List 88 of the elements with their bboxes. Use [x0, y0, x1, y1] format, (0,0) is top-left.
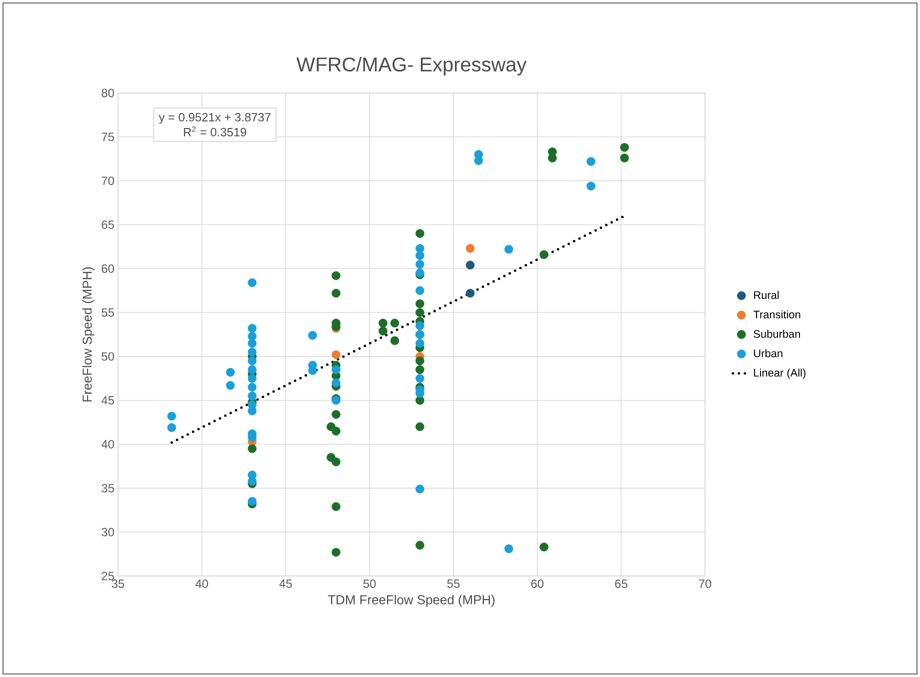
y-tick-label: 75: [102, 132, 114, 142]
point: [415, 338, 424, 348]
point: [415, 356, 424, 366]
point: [248, 444, 257, 454]
legend-label: Urban: [754, 349, 782, 358]
legend-label: Transition: [753, 310, 800, 318]
point: [620, 143, 629, 152]
point: [390, 318, 400, 328]
point: [326, 422, 336, 432]
point: [586, 157, 596, 166]
point: [415, 260, 424, 269]
point: [308, 330, 317, 340]
y-tick-label: 40: [101, 440, 114, 448]
point: [332, 271, 340, 280]
legend-label: Suburban: [754, 330, 800, 338]
y-tick-label: 50: [102, 352, 114, 361]
point: [248, 374, 257, 383]
point: [332, 288, 340, 298]
point: [248, 365, 257, 374]
point: [415, 299, 424, 308]
point: [332, 548, 340, 557]
point: [415, 286, 424, 295]
point: [540, 250, 548, 259]
point: [167, 423, 176, 432]
x-tick-label: 70: [698, 580, 712, 588]
x-tick-label: 60: [531, 580, 544, 588]
point: [248, 348, 257, 356]
point: [415, 251, 424, 260]
legend-label: Rural: [754, 290, 779, 299]
y-tick-label: 65: [102, 220, 114, 229]
x-tick-label: 40: [196, 580, 208, 588]
point: [466, 260, 475, 270]
y-tick-label: 30: [102, 528, 114, 536]
chart-title: WFRC/MAG- Expressway: [296, 56, 527, 76]
point: [540, 542, 548, 552]
x-tick-label: 50: [363, 580, 376, 588]
y-tick-label: 70: [102, 176, 114, 186]
legend-label: Linear (All): [754, 368, 806, 379]
point: [586, 182, 596, 190]
point: [332, 502, 340, 512]
point: [415, 374, 424, 383]
point: [504, 544, 514, 554]
point: [332, 365, 340, 374]
point: [248, 496, 257, 506]
y-tick-label: 60: [102, 264, 114, 273]
point: [226, 381, 235, 390]
point: [378, 318, 388, 328]
point: [248, 382, 257, 392]
annotation: y = 0.9521x + 3.8737: [158, 112, 270, 124]
point: [248, 356, 257, 366]
point: [415, 365, 424, 374]
y-axis-title: FreeFlow Speed (MPH): [82, 267, 94, 402]
point: [378, 326, 388, 336]
annotation: R$^{2}$ = 0.3519: [184, 126, 246, 136]
point: [226, 368, 235, 377]
point: [415, 321, 424, 330]
point: [248, 392, 257, 400]
point: [415, 540, 424, 550]
x-axis-title: TDM FreeFlow Speed (MPH): [328, 594, 495, 607]
point: [415, 308, 424, 317]
x-tick-label: 45: [279, 580, 292, 588]
y-tick-label: 55: [102, 308, 114, 317]
point: [415, 244, 424, 253]
point: [332, 410, 340, 419]
point: [248, 278, 257, 288]
x-tick-label: 55: [447, 580, 460, 588]
point: [332, 350, 340, 360]
y-tick-label: 25: [102, 572, 114, 580]
point: [466, 244, 475, 253]
point: [248, 338, 257, 348]
point: [504, 244, 514, 254]
x-tick-label: 35: [112, 580, 124, 588]
point: [415, 229, 424, 238]
x-tick-label: 65: [615, 580, 628, 588]
point: [248, 324, 257, 333]
point: [332, 378, 340, 388]
point: [390, 336, 400, 346]
y-tick-label: 80: [102, 88, 114, 98]
point: [326, 453, 336, 462]
point: [415, 422, 424, 432]
point: [466, 288, 475, 298]
y-tick-label: 35: [102, 484, 114, 492]
point: [248, 332, 257, 341]
point: [548, 154, 557, 162]
point: [167, 412, 176, 421]
point: [415, 484, 424, 494]
y-tick-label: 45: [101, 396, 114, 405]
point: [620, 154, 629, 162]
